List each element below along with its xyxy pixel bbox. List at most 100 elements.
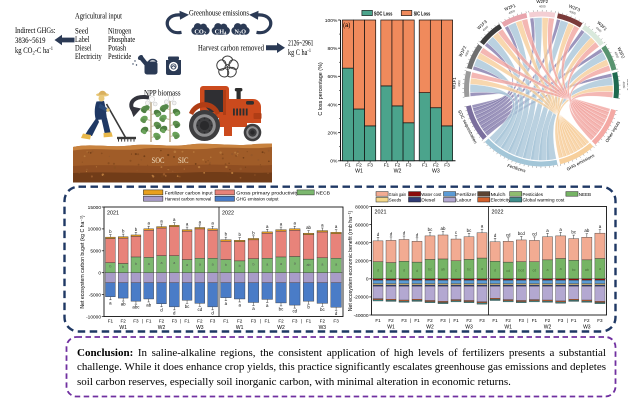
svg-text:Fertilizer carbon input: Fertilizer carbon input (165, 190, 214, 196)
svg-text:F3: F3 (406, 162, 412, 168)
svg-text:b: b (238, 232, 241, 237)
svg-text:bcd: bcd (518, 269, 524, 273)
svg-text:ab: ab (584, 228, 589, 233)
svg-text:W1: W1 (387, 325, 395, 331)
svg-text:SIC: SIC (178, 156, 189, 165)
svg-text:Water cost: Water cost (421, 192, 442, 197)
svg-text:F3: F3 (444, 162, 450, 168)
svg-text:F1: F1 (414, 318, 420, 323)
svg-text:Seeds: Seeds (389, 198, 402, 203)
svg-text:3836~5619: 3836~5619 (15, 36, 46, 45)
svg-text:bc: bc (428, 268, 432, 272)
svg-text:|: | (410, 318, 411, 323)
svg-text:Mulch: Mulch (491, 192, 507, 197)
svg-text:F1: F1 (384, 162, 390, 168)
svg-text:F1: F1 (265, 319, 271, 324)
svg-text:F2: F2 (545, 318, 551, 323)
svg-text:cd: cd (532, 231, 537, 236)
svg-text:a: a (599, 267, 601, 271)
svg-text:W3: W3 (583, 325, 591, 331)
svg-text:F3: F3 (333, 319, 339, 324)
svg-text:W2: W2 (426, 325, 434, 331)
svg-text:Indirect GHGs:: Indirect GHGs: (15, 26, 56, 35)
svg-text:a: a (186, 222, 189, 227)
svg-text:b: b (135, 227, 138, 232)
svg-text:F2: F2 (278, 319, 284, 324)
svg-text:F3: F3 (292, 319, 298, 324)
svg-text:4000: 4000 (569, 9, 577, 15)
svg-text:b: b (109, 265, 111, 269)
svg-text:d: d (335, 311, 338, 316)
svg-text:F2: F2 (320, 319, 326, 324)
svg-text:W2F2: W2F2 (536, 0, 548, 4)
svg-text:Potash: Potash (108, 44, 126, 53)
svg-text:d: d (494, 233, 497, 238)
svg-text:80000: 80000 (355, 204, 369, 210)
svg-text:W3F2: W3F2 (616, 46, 626, 59)
svg-text:W2: W2 (394, 168, 402, 174)
svg-text:W2: W2 (158, 325, 166, 331)
svg-text:a: a (321, 262, 323, 266)
svg-text:|: | (449, 318, 450, 323)
svg-text:bc: bc (428, 227, 433, 232)
svg-text:Label: Label (75, 35, 90, 44)
svg-text:Phosphate: Phosphate (108, 35, 135, 44)
svg-text:4000: 4000 (482, 25, 490, 33)
svg-text:|: | (301, 319, 302, 324)
svg-text:SOC Loss: SOC Loss (374, 11, 393, 17)
svg-text:W1: W1 (236, 325, 244, 331)
svg-text:a: a (252, 306, 255, 311)
svg-text:C loss percentage (%): C loss percentage (%) (318, 62, 324, 116)
svg-text:a: a (280, 222, 283, 227)
svg-text:4000: 4000 (508, 9, 516, 15)
svg-text:Diesel: Diesel (421, 198, 435, 203)
svg-text:20000: 20000 (355, 259, 369, 265)
svg-text:ab: ab (585, 268, 589, 272)
svg-text:d: d (416, 269, 418, 273)
svg-text:15000: 15000 (88, 205, 102, 211)
svg-text:Fertilizers: Fertilizers (507, 163, 527, 174)
svg-text:W2: W2 (544, 325, 552, 331)
svg-text:bc: bc (279, 306, 284, 311)
svg-text:W3: W3 (319, 325, 327, 331)
svg-text:F2: F2 (427, 318, 433, 323)
svg-text:a: a (212, 262, 214, 266)
svg-text:0: 0 (366, 277, 369, 283)
svg-text:Labour: Labour (456, 198, 471, 203)
svg-text:a: a (211, 221, 214, 226)
svg-text:bc: bc (572, 268, 576, 272)
svg-text:b: b (252, 230, 255, 235)
svg-text:d: d (390, 269, 392, 273)
svg-text:a: a (294, 221, 297, 226)
svg-text:2021: 2021 (375, 210, 387, 216)
svg-text:F3: F3 (367, 162, 373, 168)
svg-text:d: d (211, 310, 214, 315)
svg-text:c: c (455, 230, 458, 235)
svg-text:5000: 5000 (90, 249, 101, 255)
svg-text:F3: F3 (172, 319, 178, 324)
svg-text:F1: F1 (345, 162, 351, 168)
svg-text:a: a (266, 262, 268, 266)
svg-text:ab: ab (121, 302, 126, 307)
svg-text:Net ecosystem economic benefit: Net ecosystem economic benefit (rmb ha⁻¹… (348, 210, 354, 311)
svg-text:4000: 4000 (464, 49, 471, 57)
svg-text:Agricultural input: Agricultural input (75, 12, 123, 21)
svg-text:|: | (142, 319, 143, 324)
svg-text:SOC: SOC (152, 156, 165, 165)
svg-text:F3: F3 (479, 318, 485, 323)
svg-text:|: | (567, 318, 568, 323)
svg-text:W2: W2 (277, 325, 285, 331)
svg-text:b: b (122, 265, 124, 269)
svg-text:d: d (173, 310, 176, 315)
svg-text:abc: abc (132, 305, 140, 310)
svg-text:b: b (307, 305, 310, 310)
svg-text:d: d (390, 231, 393, 236)
svg-text:d: d (160, 307, 163, 312)
svg-text:W3: W3 (432, 168, 440, 174)
svg-text:(a): (a) (343, 23, 350, 29)
svg-text:a: a (109, 300, 112, 305)
svg-text:a: a (238, 302, 241, 307)
svg-text:40%: 40% (328, 102, 338, 108)
svg-text:F1: F1 (532, 318, 538, 323)
svg-text:F3: F3 (133, 319, 139, 324)
